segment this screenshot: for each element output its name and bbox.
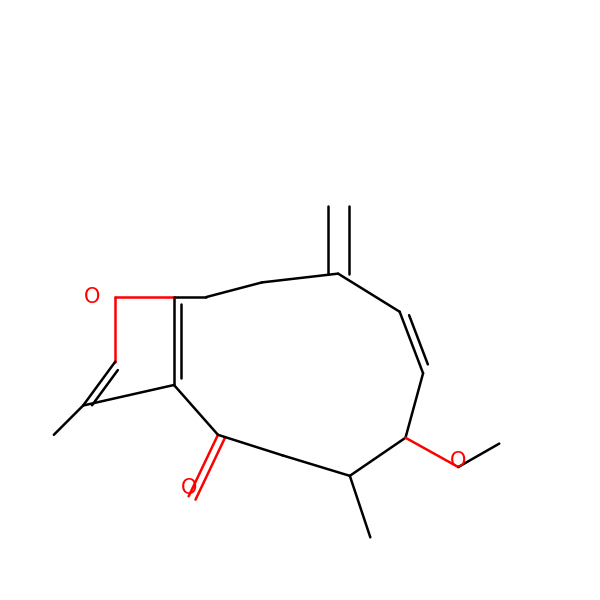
Text: O: O xyxy=(450,451,466,471)
Text: O: O xyxy=(84,287,100,307)
Text: O: O xyxy=(181,478,197,497)
